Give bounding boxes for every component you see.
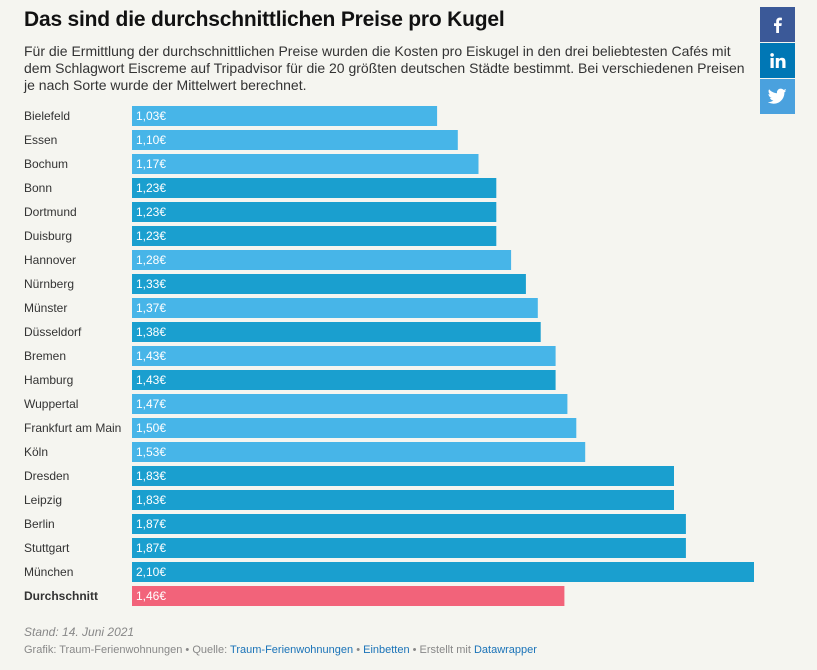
- bar-value-label: 1,83€: [136, 493, 166, 507]
- footer-grafik-label: Grafik: Traum-Ferienwohnungen • Quelle:: [24, 644, 231, 656]
- bar: [132, 562, 754, 582]
- footer-created-with: • Erstellt mit: [409, 644, 474, 656]
- bar-value-label: 1,33€: [136, 277, 166, 291]
- chart-description: Für die Ermittlung der durchschnittliche…: [24, 43, 745, 93]
- bar-value-label: 1,17€: [136, 157, 166, 171]
- category-label: Hannover: [24, 253, 76, 267]
- share-linkedin-button[interactable]: [760, 43, 795, 78]
- bar: [132, 298, 538, 318]
- bar-value-label: 1,87€: [136, 541, 166, 555]
- bar: [132, 130, 458, 150]
- category-label: Wuppertal: [24, 397, 78, 411]
- category-label: Köln: [24, 445, 48, 459]
- category-label: Münster: [24, 301, 67, 315]
- category-label: Dresden: [24, 469, 69, 483]
- datawrapper-link[interactable]: Datawrapper: [473, 644, 537, 656]
- twitter-icon: [768, 88, 787, 104]
- category-label: Essen: [24, 133, 57, 147]
- category-label: Durchschnitt: [24, 589, 98, 603]
- category-label: Leipzig: [24, 493, 62, 507]
- bar-value-label: 1,53€: [136, 445, 166, 459]
- bar-value-label: 1,43€: [136, 349, 166, 363]
- share-twitter-button[interactable]: [760, 79, 795, 114]
- facebook-icon: [773, 17, 782, 33]
- bar-value-label: 1,46€: [136, 589, 166, 603]
- bar: [132, 586, 565, 606]
- category-label: Duisburg: [24, 229, 72, 243]
- bar: [132, 154, 479, 174]
- footer-date: Stand: 14. Juni 2021: [24, 625, 135, 639]
- bar: [132, 514, 686, 534]
- bar: [132, 442, 586, 462]
- bar: [132, 394, 568, 414]
- bar: [132, 106, 438, 126]
- source-link[interactable]: Traum-Ferienwohnungen: [230, 644, 354, 656]
- bar-value-label: 2,10€: [136, 565, 166, 579]
- chart-title: Das sind die durchschnittlichen Preise p…: [24, 8, 505, 31]
- category-label: Berlin: [24, 517, 55, 531]
- bar-value-label: 1,03€: [136, 109, 166, 123]
- category-label: Düsseldorf: [24, 325, 82, 339]
- bar: [132, 178, 497, 198]
- bar-value-label: 1,83€: [136, 469, 166, 483]
- category-label: München: [24, 565, 73, 579]
- bar: [132, 250, 512, 270]
- bar-value-label: 1,38€: [136, 325, 166, 339]
- linkedin-icon: [769, 52, 785, 68]
- share-facebook-button[interactable]: [760, 7, 795, 42]
- category-label: Nürnberg: [24, 277, 74, 291]
- category-label: Dortmund: [24, 205, 77, 219]
- bar-value-label: 1,37€: [136, 301, 166, 315]
- bar-value-label: 1,43€: [136, 373, 166, 387]
- footer-credits: Grafik: Traum-Ferienwohnungen • Quelle: …: [24, 644, 537, 656]
- category-label: Bochum: [24, 157, 68, 171]
- bar: [132, 226, 497, 246]
- category-label: Bremen: [24, 349, 66, 363]
- category-label: Bielefeld: [24, 109, 70, 123]
- bar-value-label: 1,10€: [136, 133, 166, 147]
- bar: [132, 538, 686, 558]
- category-label: Frankfurt am Main: [24, 421, 121, 435]
- bar: [132, 370, 556, 390]
- bar: [132, 346, 556, 366]
- bar: [132, 274, 526, 294]
- bar: [132, 322, 541, 342]
- footer-separator: •: [353, 644, 364, 656]
- category-label: Hamburg: [24, 373, 73, 387]
- category-label: Bonn: [24, 181, 52, 195]
- bar: [132, 490, 674, 510]
- bar-value-label: 1,28€: [136, 253, 166, 267]
- embed-link[interactable]: Einbetten: [363, 644, 410, 656]
- category-label: Stuttgart: [24, 541, 70, 555]
- bar-chart: Bielefeld 1,03€ Essen 1,10€ Bochum 1,17€ Bonn 1…: [24, 106, 754, 606]
- bar-value-label: 1,23€: [136, 229, 166, 243]
- bar-value-label: 1,50€: [136, 421, 166, 435]
- bar: [132, 466, 674, 486]
- bar: [132, 202, 497, 222]
- bar-value-label: 1,87€: [136, 517, 166, 531]
- bar-value-label: 1,47€: [136, 397, 166, 411]
- bar-value-label: 1,23€: [136, 181, 166, 195]
- bar: [132, 418, 577, 438]
- bar-value-label: 1,23€: [136, 205, 166, 219]
